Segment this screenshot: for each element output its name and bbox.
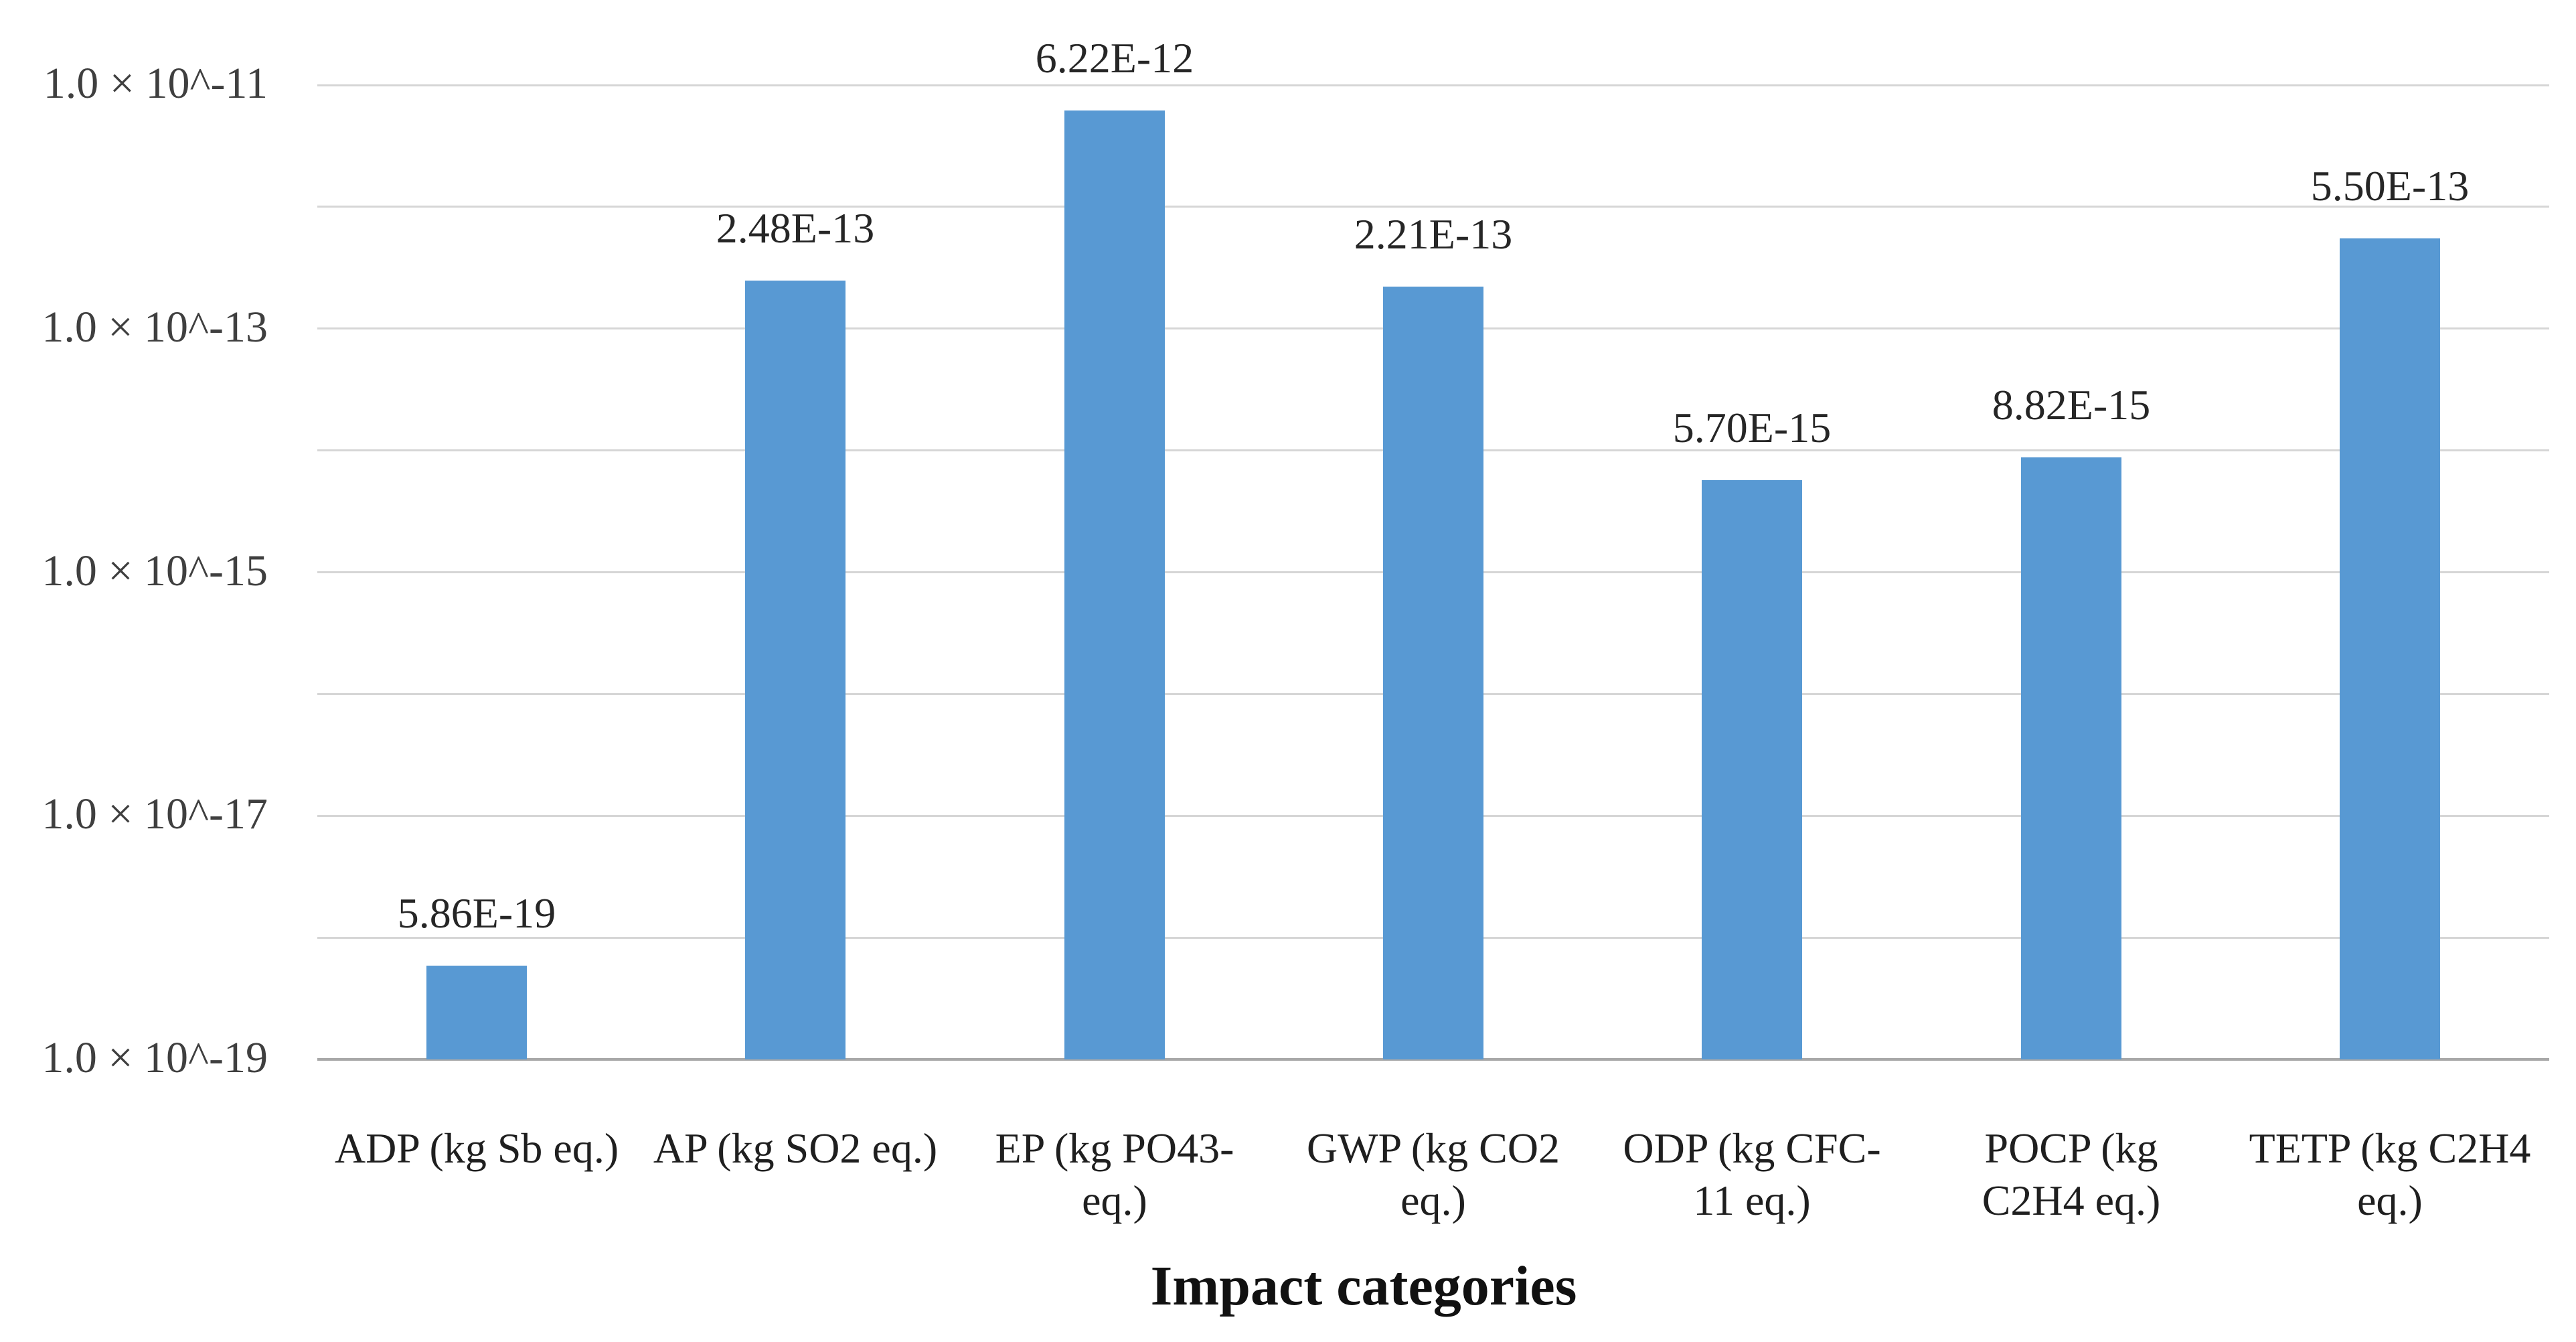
bar-value-label: 8.82E-15 <box>1992 381 2151 429</box>
bar-value-label: 5.86E-19 <box>397 889 556 937</box>
y-tick-label-1e-15: 1.0 × 10^-15 <box>42 546 268 595</box>
bar-odp <box>1702 480 1802 1059</box>
y-tick-label-1e-19: 1.0 × 10^-19 <box>42 1033 268 1082</box>
y-tick-label-1e-11: 1.0 × 10^-11 <box>43 59 268 108</box>
category-label: TETP (kg C2H4 eq.) <box>2249 1124 2531 1224</box>
category-label: ODP (kg CFC- 11 eq.) <box>1623 1124 1881 1224</box>
gridline-1e-12 <box>317 206 2549 208</box>
category-label: POCP (kg C2H4 eq.) <box>1982 1124 2161 1224</box>
category-label: AP (kg SO2 eq.) <box>653 1124 938 1172</box>
bar-tetp <box>2340 238 2440 1059</box>
y-tick-label-1e-13: 1.0 × 10^-13 <box>42 303 268 352</box>
bar-value-label: 2.21E-13 <box>1354 210 1513 258</box>
x-axis-title: Impact categories <box>1150 1255 1577 1317</box>
bar-ap <box>745 281 846 1059</box>
bar-value-label: 6.22E-12 <box>1035 34 1194 82</box>
y-tick-label-1e-17: 1.0 × 10^-17 <box>42 790 268 838</box>
gridline-1e-11 <box>317 84 2549 86</box>
bar-gwp <box>1383 287 1483 1059</box>
bar-ep <box>1064 110 1165 1059</box>
bar-adp <box>426 966 527 1059</box>
category-label: ADP (kg Sb eq.) <box>334 1124 619 1172</box>
bar-value-label: 5.50E-13 <box>2310 162 2470 210</box>
category-label: EP (kg PO43- eq.) <box>995 1124 1234 1224</box>
bar-value-label: 5.70E-15 <box>1672 404 1832 451</box>
x-axis-line <box>317 1058 2549 1061</box>
bar-value-label: 2.48E-13 <box>716 204 875 252</box>
bar-pocp <box>2021 457 2121 1059</box>
category-label: GWP (kg CO2 eq.) <box>1306 1124 1560 1224</box>
